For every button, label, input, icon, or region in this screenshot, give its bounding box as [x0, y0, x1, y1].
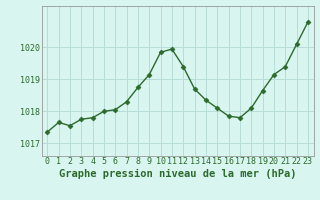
- X-axis label: Graphe pression niveau de la mer (hPa): Graphe pression niveau de la mer (hPa): [59, 169, 296, 179]
